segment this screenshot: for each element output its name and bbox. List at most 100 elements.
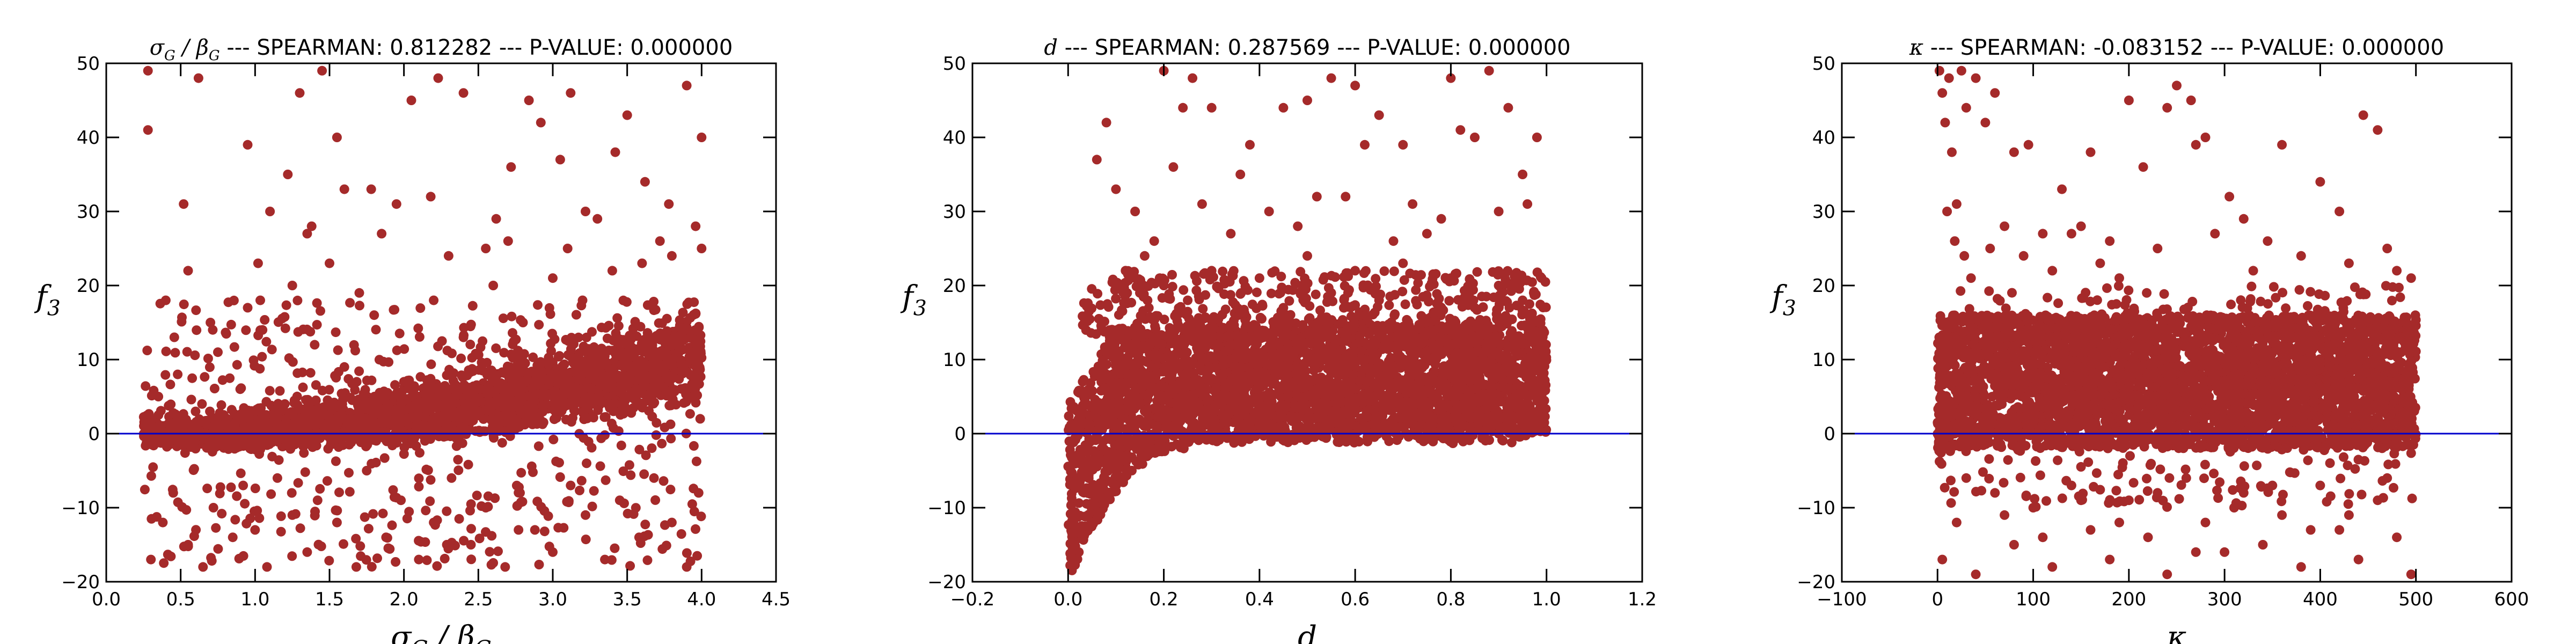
data-point [643, 396, 653, 406]
data-point [524, 96, 534, 105]
data-point [526, 461, 537, 471]
data-point [312, 495, 323, 506]
data-point [467, 301, 478, 311]
data-point [562, 387, 572, 397]
y-tick-label: 0 [88, 423, 100, 445]
data-point [216, 400, 226, 410]
data-point [454, 514, 464, 524]
data-point [546, 346, 556, 356]
data-point [305, 368, 316, 378]
data-point [689, 441, 699, 451]
data-point [590, 349, 599, 359]
data-point [657, 382, 667, 392]
data-point [311, 380, 321, 390]
data-point [539, 401, 549, 411]
data-point [276, 526, 286, 537]
data-point [533, 300, 543, 310]
data-point [211, 523, 221, 533]
data-point [232, 491, 242, 501]
data-point [659, 348, 669, 358]
data-point [226, 319, 236, 330]
data-point [238, 432, 248, 442]
data-point [302, 229, 312, 239]
data-point [606, 555, 617, 565]
data-point [393, 414, 403, 423]
data-point [667, 517, 677, 528]
data-point [576, 475, 587, 486]
data-point [652, 418, 662, 428]
data-point [256, 403, 266, 413]
data-point [559, 523, 569, 533]
data-point [331, 327, 341, 338]
data-point [519, 349, 529, 359]
data-point [593, 392, 603, 402]
data-point [361, 441, 371, 451]
data-point [346, 433, 356, 443]
data-point [208, 503, 218, 513]
data-point [191, 305, 201, 316]
data-point [615, 360, 625, 370]
data-point [323, 444, 333, 454]
data-point [481, 244, 491, 253]
data-point [529, 395, 539, 405]
data-point [510, 368, 520, 378]
data-point [292, 295, 303, 305]
data-point [142, 346, 152, 355]
data-point [671, 400, 681, 409]
data-point [408, 390, 418, 400]
data-point [503, 236, 513, 246]
data-point [561, 414, 571, 425]
data-point [634, 532, 644, 543]
data-point [691, 524, 700, 534]
data-point [302, 547, 312, 557]
data-point [426, 192, 436, 202]
data-point [692, 365, 702, 375]
data-point [518, 318, 528, 327]
data-point [173, 369, 183, 379]
data-point [682, 548, 692, 558]
data-point [333, 345, 343, 355]
data-point [310, 507, 320, 517]
data-point [694, 379, 704, 389]
data-point [559, 366, 568, 376]
data-point [687, 499, 697, 509]
x-tick-label: 1.0 [240, 589, 269, 610]
data-point [473, 396, 484, 406]
data-point [286, 407, 296, 417]
data-point [581, 207, 590, 216]
data-point [501, 401, 511, 412]
data-point [453, 455, 463, 465]
data-point [467, 364, 477, 374]
data-point [631, 362, 641, 372]
data-point [679, 398, 689, 408]
data-point [347, 395, 357, 405]
data-point [642, 300, 653, 310]
data-point [170, 348, 180, 358]
data-point [515, 488, 525, 498]
data-point [295, 88, 305, 98]
data-point [196, 416, 206, 427]
data-point [287, 551, 297, 561]
data-point [566, 333, 576, 343]
data-point [616, 404, 626, 414]
x-tick-label: 3.5 [613, 589, 642, 610]
data-point [197, 399, 207, 409]
data-point [182, 347, 192, 357]
data-point [592, 214, 603, 224]
data-point [566, 88, 576, 98]
data-point [432, 561, 442, 571]
data-point [682, 562, 692, 572]
data-point [465, 405, 475, 415]
data-point [678, 308, 688, 318]
data-point [310, 340, 320, 350]
data-point [665, 485, 676, 495]
data-point [280, 399, 290, 409]
data-point [423, 465, 433, 475]
data-point [355, 301, 364, 311]
data-point [472, 491, 482, 501]
data-point [206, 318, 216, 327]
data-point [509, 380, 519, 390]
data-point [238, 551, 248, 561]
x-tick-label: 4.0 [687, 589, 716, 610]
data-point [405, 438, 415, 449]
